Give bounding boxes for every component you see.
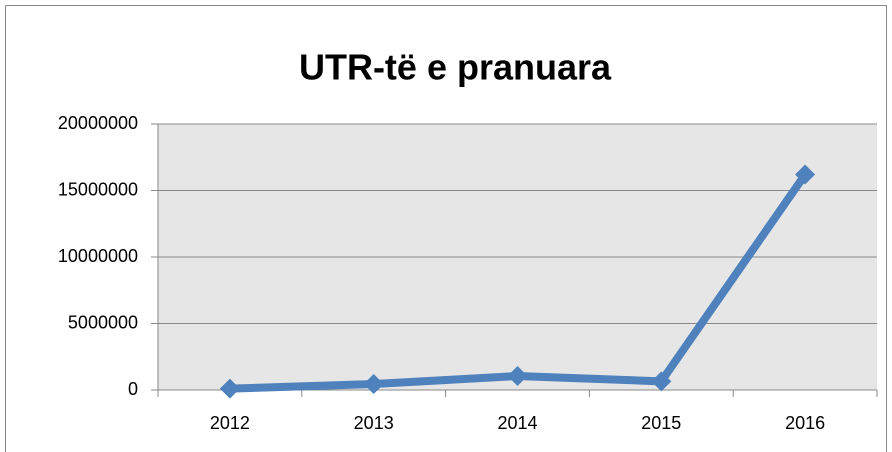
data-point (363, 374, 384, 395)
y-tick-label: 0 (128, 379, 138, 399)
data-point (651, 371, 672, 392)
x-tick-label: 2015 (641, 413, 681, 433)
x-tick-label: 2012 (210, 413, 250, 433)
y-tick-label: 15000000 (58, 179, 138, 199)
data-point (507, 366, 528, 387)
y-tick-label: 20000000 (58, 113, 138, 133)
y-tick-label: 5000000 (68, 312, 138, 332)
data-point (795, 164, 816, 185)
chart-title: UTR-të e pranuara (299, 47, 612, 88)
y-tick-label: 10000000 (58, 246, 138, 266)
x-tick-label: 2014 (497, 413, 537, 433)
x-tick-label: 2016 (785, 413, 825, 433)
data-point (219, 378, 240, 399)
x-tick-label: 2013 (354, 413, 394, 433)
